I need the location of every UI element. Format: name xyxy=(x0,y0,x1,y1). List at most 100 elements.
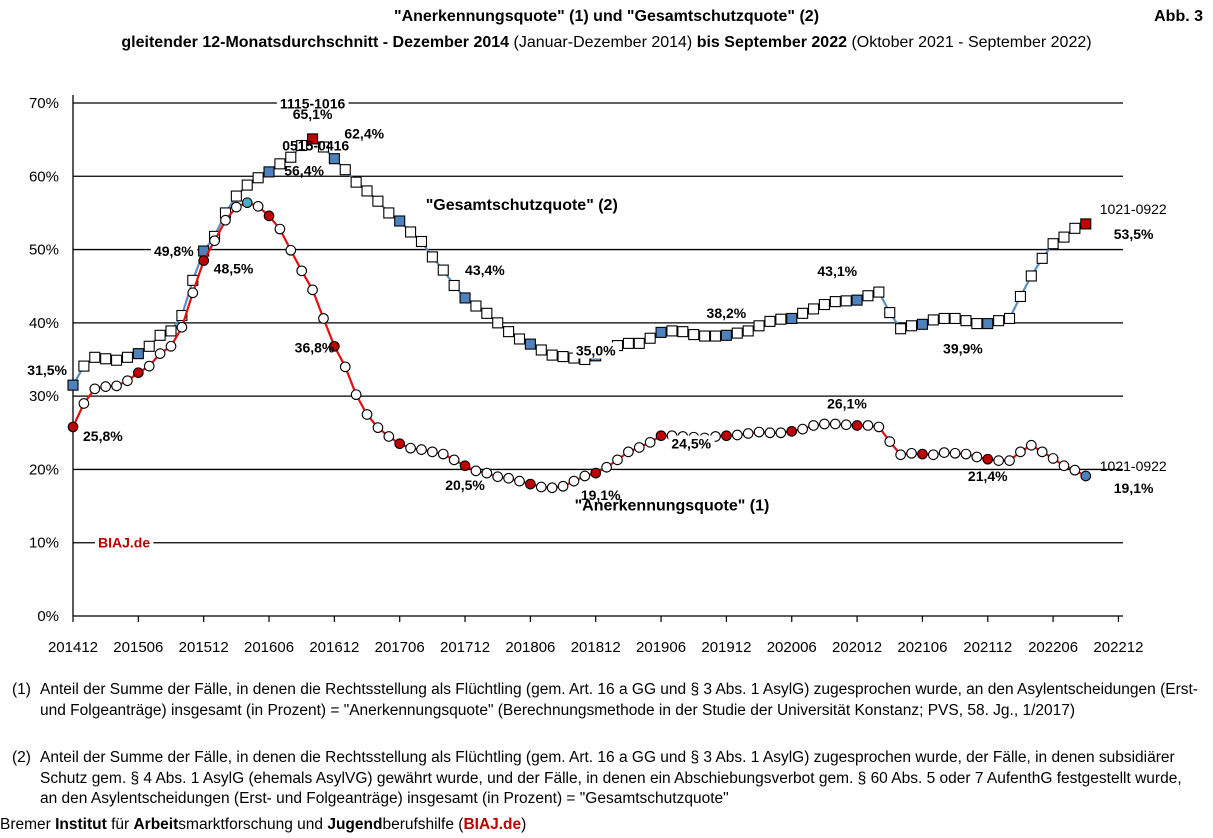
label-background xyxy=(276,95,349,112)
data-point-circle xyxy=(829,418,841,430)
line-chart: 0% 10% 20% 30% 40% 50% 60% 70% 201412 201506 20151… xyxy=(24,95,1167,656)
data-point-square xyxy=(982,318,994,330)
data-point-square xyxy=(938,312,950,325)
data-label: 26,1% xyxy=(827,396,867,412)
figure-label: Abb. 3 xyxy=(1154,8,1203,25)
data-point-square xyxy=(535,344,547,356)
y-tick-label: 40% xyxy=(29,315,59,332)
y-tick-label: 60% xyxy=(29,168,59,185)
data-point-circle xyxy=(1069,464,1081,476)
data-point-circle xyxy=(623,446,634,458)
data-label: 39,9% xyxy=(943,341,983,357)
x-tick-label: 201806 xyxy=(505,639,555,656)
data-point-square xyxy=(764,315,776,327)
data-point-square xyxy=(67,379,79,391)
data-point-circle xyxy=(100,381,112,392)
data-point-circle xyxy=(906,447,917,459)
data-point-circle xyxy=(285,244,297,256)
data-point-circle xyxy=(231,201,242,213)
data-point-square xyxy=(699,330,711,342)
data-point-circle xyxy=(296,265,308,277)
y-tick-label: 20% xyxy=(29,461,59,478)
data-point-square xyxy=(307,133,319,145)
footnote-2-text: Anteil der Summe der Fälle, in denen die… xyxy=(40,749,1182,807)
data-label: 43,4% xyxy=(465,262,505,278)
label-background xyxy=(24,362,71,379)
data-point-circle xyxy=(176,321,188,333)
data-point-circle xyxy=(89,383,101,395)
data-point-circle xyxy=(187,287,199,299)
data-point-circle xyxy=(938,447,950,458)
data-point-square xyxy=(459,292,471,304)
data-point-square xyxy=(143,340,155,352)
data-label: 25,8% xyxy=(83,428,123,444)
data-point-circle xyxy=(840,419,852,431)
y-tick-label: 70% xyxy=(29,95,59,112)
data-point-circle xyxy=(873,421,885,433)
data-point-circle xyxy=(927,449,939,461)
data-point-circle xyxy=(1080,470,1092,482)
data-point-square xyxy=(263,166,275,178)
data-point-square xyxy=(884,307,896,319)
data-point-square xyxy=(753,320,765,332)
data-point-square xyxy=(285,151,297,163)
data-point-square xyxy=(677,326,689,338)
data-label: 24,5% xyxy=(671,435,711,451)
data-point-square xyxy=(546,349,558,361)
data-point-square xyxy=(481,307,493,319)
data-point-square xyxy=(111,354,123,366)
data-point-circle xyxy=(318,313,329,324)
x-tick-label: 201912 xyxy=(701,639,751,656)
data-label: 19,1% xyxy=(1114,480,1154,496)
data-point-square xyxy=(688,329,700,341)
x-tick-label: 202212 xyxy=(1093,639,1143,656)
footnote-1: (1) Anteil der Summe der Fälle, in denen… xyxy=(12,680,1202,721)
data-point-circle xyxy=(122,375,133,387)
data-point-circle xyxy=(209,235,220,247)
x-tick-label: 201706 xyxy=(375,639,425,656)
data-point-square xyxy=(394,215,406,227)
data-point-square xyxy=(1069,222,1081,234)
institute-part: Bremer xyxy=(0,816,56,833)
data-point-square xyxy=(644,332,656,344)
institute-link-biaj[interactable]: BIAJ.de xyxy=(463,816,522,833)
x-tick-label: 201506 xyxy=(113,639,163,656)
data-point-circle xyxy=(252,200,264,212)
chart-subtitle: gleitender 12-Monatsdurchschnitt - Dezem… xyxy=(0,34,1213,52)
data-point-circle xyxy=(307,284,318,296)
data-point-square xyxy=(840,295,852,307)
data-point-square xyxy=(905,320,918,332)
data-point-square xyxy=(350,176,362,188)
data-point-circle xyxy=(329,340,340,352)
data-point-square xyxy=(666,325,678,337)
data-point-circle xyxy=(655,430,667,442)
data-point-circle xyxy=(742,428,754,439)
data-point-square xyxy=(1047,238,1059,250)
data-point-square xyxy=(470,300,482,312)
x-tick-label: 202206 xyxy=(1028,639,1078,656)
label-background xyxy=(668,435,715,452)
x-tick-label: 201812 xyxy=(571,639,621,656)
x-tick-label: 201712 xyxy=(440,639,490,656)
data-point-circle xyxy=(982,453,994,465)
data-point-square xyxy=(873,286,885,298)
data-point-square xyxy=(807,303,820,315)
data-point-circle xyxy=(557,480,569,492)
data-point-circle xyxy=(383,431,395,442)
data-point-square xyxy=(557,351,569,363)
footnote-2: (2) Anteil der Summe der Fälle, in denen… xyxy=(12,748,1202,810)
data-label: 36,8% xyxy=(295,339,335,355)
data-point-square xyxy=(274,158,286,170)
data-point-circle xyxy=(721,430,732,442)
data-point-circle xyxy=(612,454,623,466)
institute-part: Institut xyxy=(55,816,107,833)
data-label: 65,1% xyxy=(293,106,333,122)
data-point-circle xyxy=(394,438,406,450)
subtitle-part-4: (Oktober 2021 - September 2022) xyxy=(847,34,1092,51)
data-point-square xyxy=(1025,270,1037,282)
data-point-square xyxy=(372,195,384,207)
data-point-square xyxy=(492,317,504,329)
data-point-square xyxy=(513,333,526,345)
y-tick-label: 30% xyxy=(29,388,59,405)
data-point-circle xyxy=(993,455,1005,466)
